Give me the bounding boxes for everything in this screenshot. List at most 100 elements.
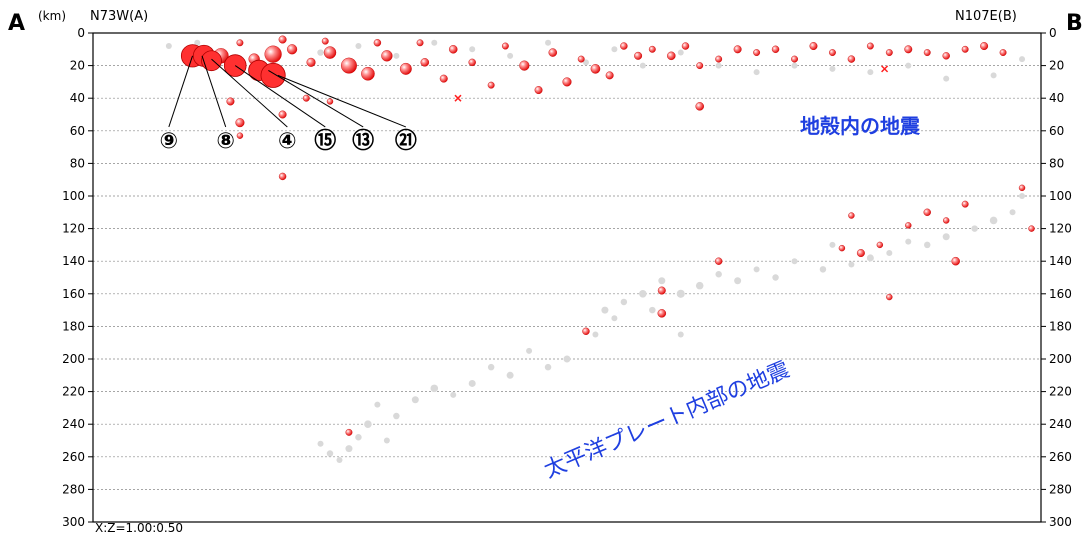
background-earthquake-point: [819, 266, 827, 273]
background-earthquake-point: [194, 39, 201, 46]
left-tick-label: 120: [62, 222, 85, 236]
highlighted-earthquake-point: [876, 241, 884, 249]
highlighted-earthquake-point: [326, 98, 334, 105]
highlighted-earthquake-point: [468, 58, 476, 67]
right-tick-label: 140: [1049, 254, 1072, 268]
background-earthquake-point: [620, 298, 628, 306]
background-earthquake-point: [715, 62, 722, 69]
highlighted-earthquake-point: [548, 48, 558, 57]
background-earthquake-point: [943, 75, 950, 82]
right-tick-label: 120: [1049, 222, 1072, 236]
highlighted-earthquake-point: [943, 217, 950, 224]
background-earthquake-point: [658, 277, 666, 285]
right-tick-label: 60: [1049, 124, 1064, 138]
highlighted-earthquake-point: [753, 49, 761, 56]
background-earthquake-point: [1019, 56, 1026, 63]
background-earthquake-point: [848, 261, 855, 268]
highlighted-earthquake-point: [323, 46, 337, 59]
highlighted-earthquake-point: [582, 327, 590, 335]
highlighted-earthquake-point: [980, 42, 989, 51]
left-tick-label: 180: [62, 319, 85, 333]
highlighted-earthquake-point: [715, 55, 723, 63]
background-earthquake-point: [526, 347, 533, 354]
highlighted-earthquake-point: [847, 55, 856, 63]
background-earthquake-point: [165, 43, 172, 50]
highlighted-earthquake-point: [791, 55, 798, 63]
highlighted-earthquake-point: [695, 102, 704, 111]
left-tick-label: 0: [77, 26, 85, 40]
background-earthquake-point: [676, 289, 685, 298]
background-earthquake-point: [431, 39, 438, 46]
highlighted-earthquake-point: [999, 49, 1007, 56]
cross-marker: [881, 65, 889, 73]
background-earthquake-point: [326, 450, 334, 457]
background-earthquake-point: [886, 250, 893, 257]
background-earthquake-point: [677, 331, 684, 338]
left-tick-label: 140: [62, 254, 85, 268]
highlighted-earthquake-point: [381, 50, 393, 62]
highlighted-earthquake-point: [278, 110, 287, 119]
callout-line: [234, 65, 326, 128]
direction-left-label: N73W(A): [90, 9, 148, 24]
background-earthquake-point: [487, 363, 495, 371]
highlighted-earthquake-point: [577, 55, 585, 63]
background-earthquake-point: [611, 315, 618, 322]
cross-marker: [454, 94, 462, 102]
highlighted-earthquake-point: [562, 77, 572, 87]
highlighted-earthquake-point: [942, 52, 950, 60]
highlighted-earthquake-point: [302, 94, 310, 102]
background-earthquake-point: [791, 258, 798, 265]
highlighted-earthquake-point: [733, 45, 742, 54]
background-earthquake-point: [677, 49, 684, 56]
background-earthquake-point: [715, 271, 722, 278]
highlighted-earthquake-point: [236, 39, 244, 47]
background-earthquake-point: [469, 46, 476, 53]
highlighted-earthquake-point: [306, 57, 316, 67]
background-earthquake-point: [905, 238, 912, 245]
highlighted-earthquake-point: [501, 42, 509, 50]
background-earthquake-point: [355, 43, 362, 50]
left-tick-label: 60: [70, 124, 85, 138]
background-earthquake-point: [507, 52, 514, 59]
background-earthquake-point: [592, 331, 599, 338]
background-earthquake-point: [829, 65, 836, 72]
background-earthquake-point: [639, 290, 647, 298]
highlighted-earthquake-point: [1018, 184, 1026, 192]
scale-note: X:Z=1.00:0.50: [95, 521, 183, 532]
right-axis-ticks: 0 20 40 60 80 100 120 140 160 180 200 220 240 260 280 3…: [1041, 26, 1072, 529]
background-earthquake-point: [383, 437, 390, 444]
background-earthquake-point: [582, 59, 589, 66]
background-earthquake-point: [355, 434, 362, 441]
callout-label: ⑮: [314, 128, 336, 154]
left-tick-label: 260: [62, 450, 85, 464]
background-earthquake-point: [1009, 209, 1016, 216]
right-tick-label: 300: [1049, 515, 1072, 529]
highlighted-earthquake-point: [373, 39, 382, 47]
highlighted-earthquake-point: [345, 428, 353, 436]
background-earthquake-point: [317, 49, 324, 56]
highlighted-earthquake-point: [829, 49, 836, 56]
crust-annotation: 地殻内の地震: [800, 114, 921, 138]
highlighted-earthquake-point: [439, 74, 448, 83]
background-earthquake-point: [345, 445, 353, 453]
left-tick-label: 80: [70, 156, 85, 170]
left-tick-label: 20: [70, 59, 85, 73]
callout-line: [201, 55, 227, 128]
callout-line: [168, 55, 194, 128]
highlighted-earthquake-point: [809, 42, 818, 51]
endpoint-left-label: A: [8, 11, 25, 36]
highlighted-earthquake-point: [866, 42, 874, 50]
highlighted-earthquake-point: [448, 45, 458, 54]
background-earthquake-point: [753, 69, 760, 76]
left-axis-ticks: 0 20 40 60 80 100 120 140 160 180 200 220 240 260 280 3…: [62, 26, 93, 529]
highlighted-earthquake-point: [1028, 225, 1035, 232]
background-earthquake-point: [867, 69, 874, 76]
highlighted-earthquake-point: [657, 286, 666, 295]
unit-label: (km): [38, 9, 66, 23]
right-tick-label: 20: [1049, 59, 1064, 73]
highlighted-earthquake-point: [961, 200, 969, 208]
left-tick-label: 40: [70, 91, 85, 105]
highlighted-earthquake-point: [620, 42, 628, 50]
